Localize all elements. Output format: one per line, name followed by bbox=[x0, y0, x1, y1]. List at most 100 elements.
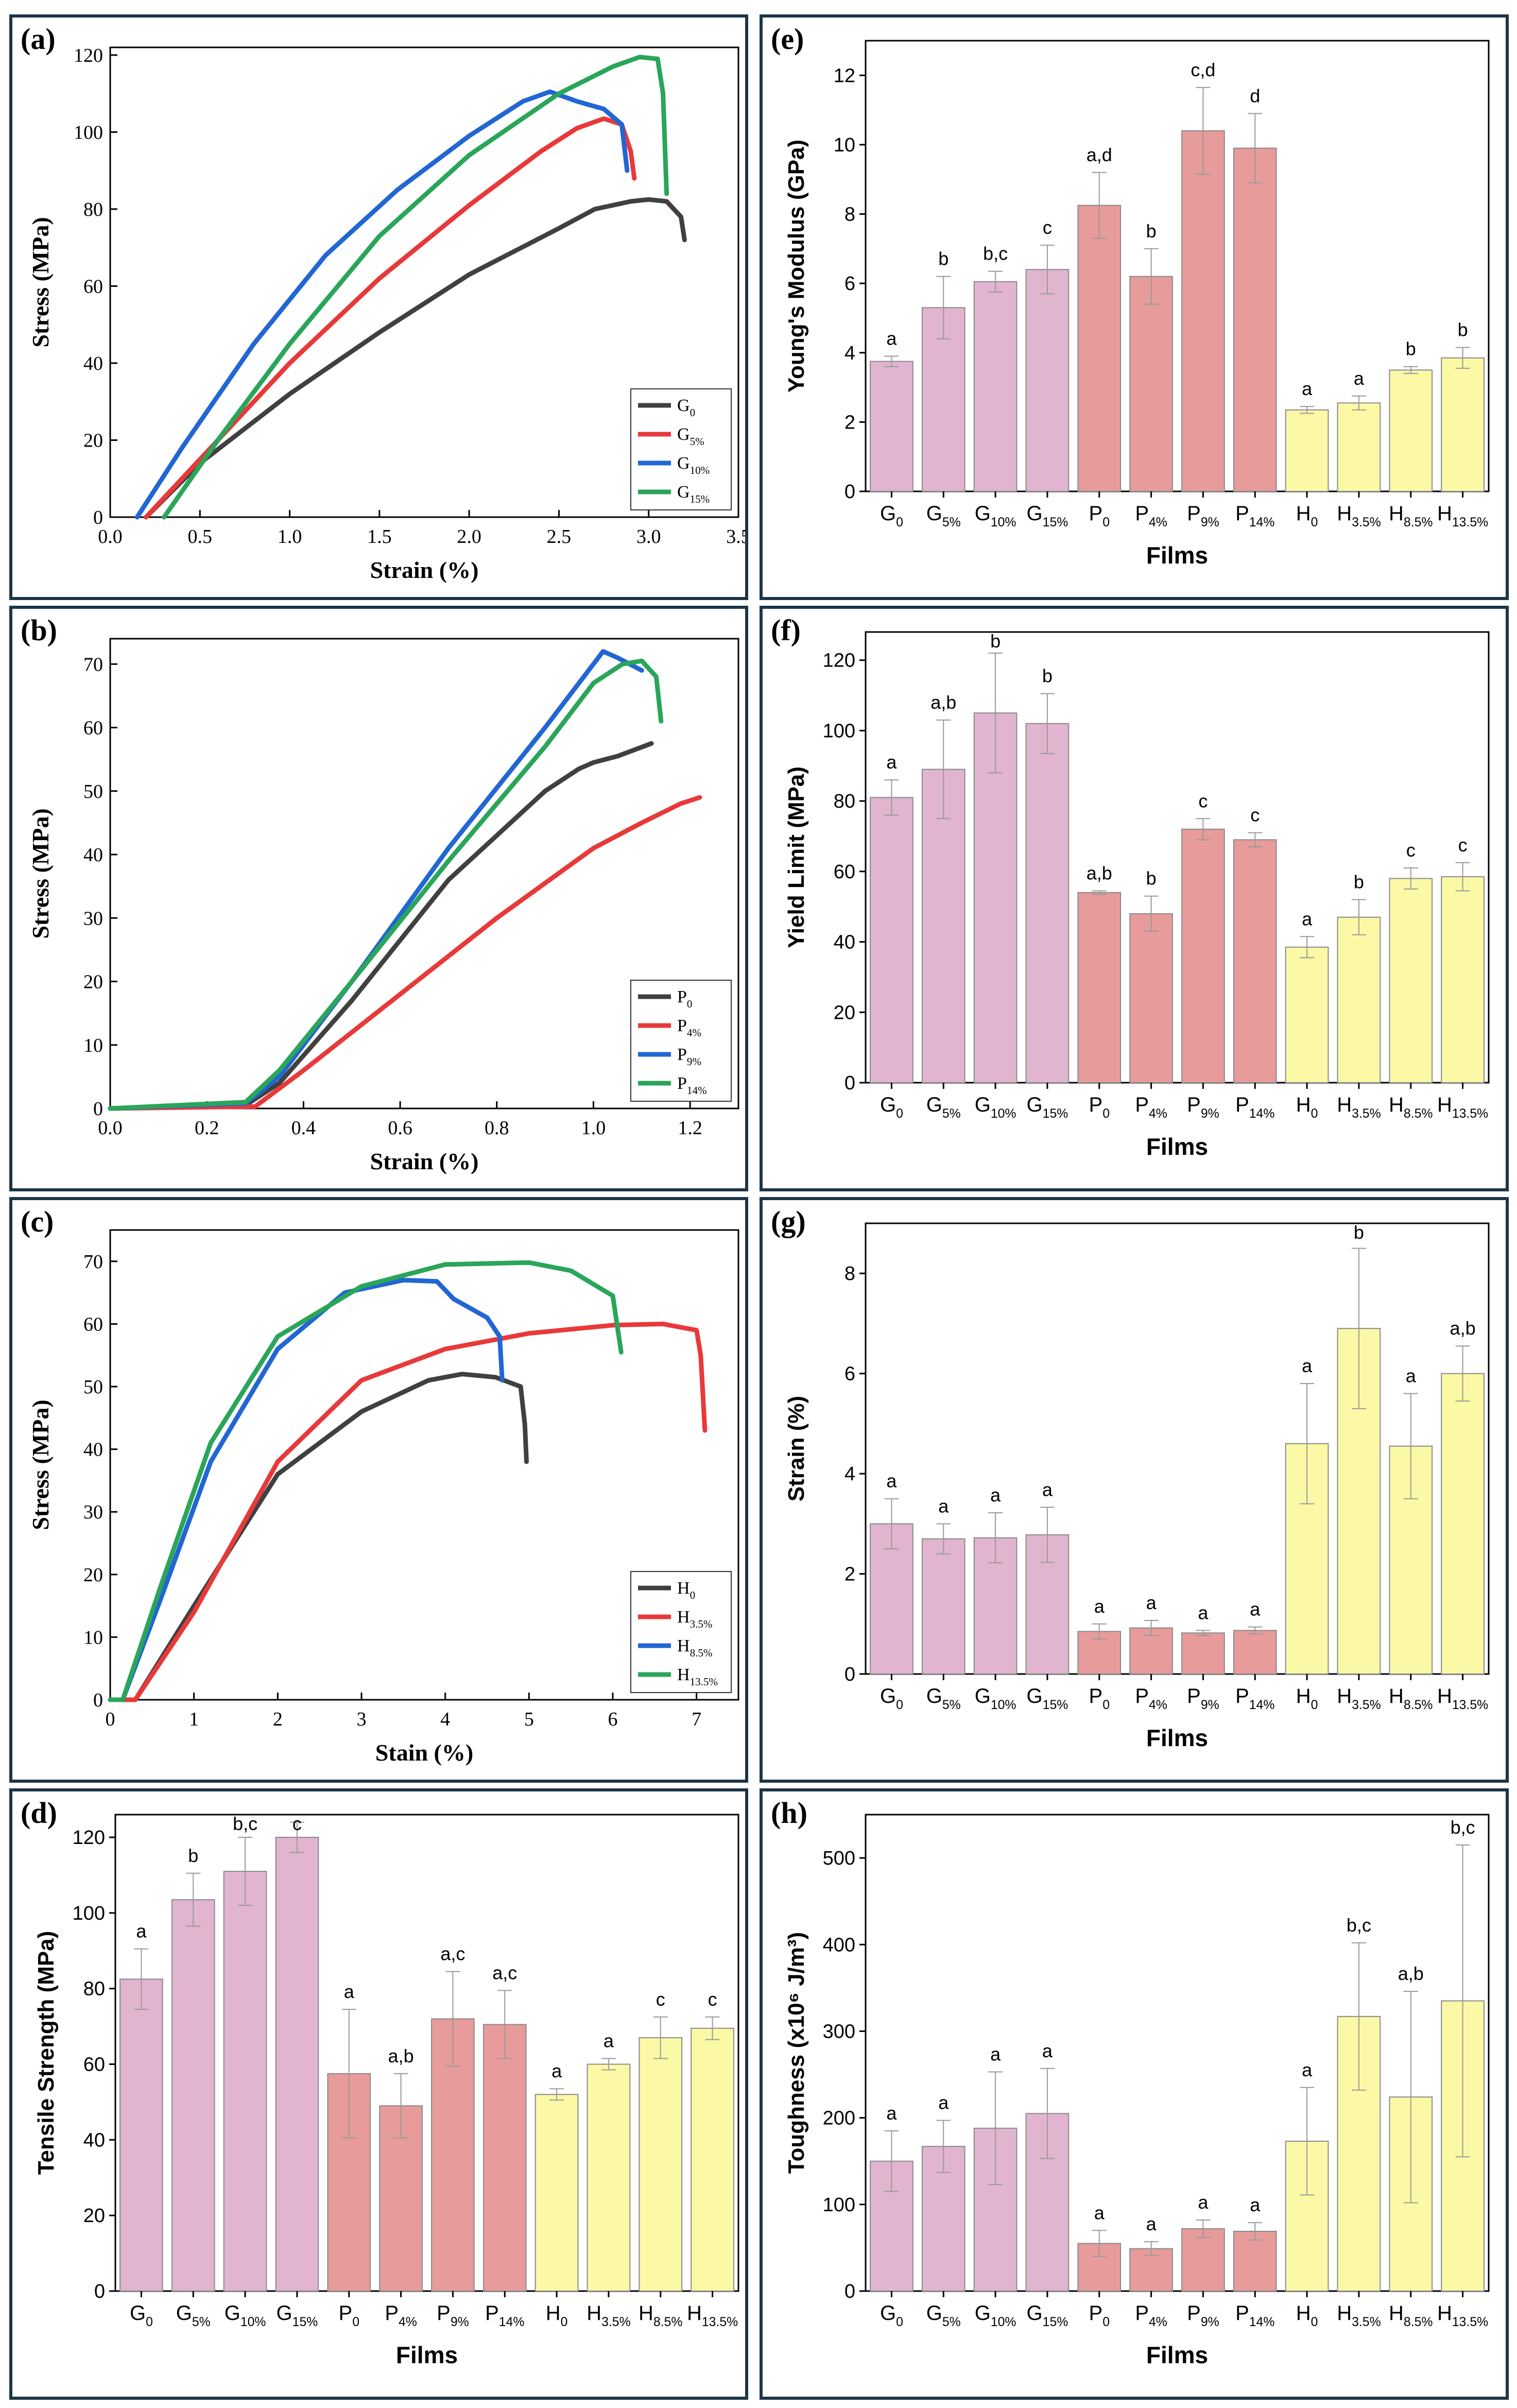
significance-letter: a bbox=[886, 752, 897, 773]
panel-label: (b) bbox=[21, 613, 57, 647]
significance-letter: c bbox=[1250, 805, 1260, 826]
y-tick-label: 500 bbox=[823, 1848, 855, 1869]
bar-h-8 bbox=[1285, 946, 1329, 1083]
x-tick-label: 1 bbox=[189, 1709, 199, 1730]
x-tick-label: 0 bbox=[106, 1709, 115, 1730]
x-tick-label: 0.2 bbox=[195, 1117, 219, 1139]
y-axis-label: Young's Modulus (GPa) bbox=[784, 140, 809, 392]
significance-letter: b bbox=[1458, 319, 1468, 340]
category-label: G0 bbox=[880, 1094, 903, 1121]
category-label: G10% bbox=[225, 2302, 266, 2329]
x-tick-label: 0.5 bbox=[188, 526, 213, 548]
significance-letter: a bbox=[1198, 2192, 1209, 2213]
category-label: H13.5% bbox=[1437, 1685, 1488, 1712]
category-label: H13.5% bbox=[1437, 502, 1488, 530]
y-axis-label: Strain (%) bbox=[784, 1396, 809, 1501]
x-tick-label: 1.0 bbox=[581, 1117, 606, 1139]
bar-p-6 bbox=[1181, 1632, 1225, 1675]
significance-letter: a bbox=[1250, 1599, 1261, 1620]
y-tick-label: 80 bbox=[83, 199, 103, 220]
category-label: G10% bbox=[975, 1094, 1016, 1121]
y-axis-label: Stress (MPa) bbox=[27, 1399, 54, 1530]
panel-label: (e) bbox=[771, 22, 804, 56]
category-label: H0 bbox=[1296, 502, 1318, 530]
significance-letter: a bbox=[1302, 908, 1313, 929]
significance-letter: a bbox=[1094, 1596, 1105, 1617]
panel-label: (h) bbox=[771, 1796, 807, 1830]
significance-letter: a bbox=[886, 328, 897, 349]
bar-p-7 bbox=[1233, 839, 1277, 1083]
panel-d: (d) 0 20 40 60 80 100 120 a G0 b G5% b,c G10% c G15% a P… bbox=[9, 1788, 748, 2400]
category-label: H3.5% bbox=[1337, 1094, 1381, 1121]
category-label: H0 bbox=[1296, 2302, 1318, 2329]
y-axis-label: Stress (MPa) bbox=[27, 217, 54, 347]
series-line-p-2 bbox=[108, 649, 644, 1111]
category-label: H13.5% bbox=[687, 2302, 738, 2329]
panel-c: (c) 0 1 2 3 4 5 6 7 0 10 20 30 40 50 60 70 Stain (%) Stre… bbox=[9, 1197, 748, 1783]
bar-h-10 bbox=[639, 2037, 683, 2292]
significance-letter: c bbox=[1458, 834, 1468, 856]
bar-g-0 bbox=[119, 1978, 163, 2292]
significance-letter: c,d bbox=[1191, 59, 1215, 80]
category-label: G5% bbox=[176, 2302, 211, 2329]
significance-letter: b,c bbox=[1451, 1817, 1475, 1838]
y-tick-label: 100 bbox=[823, 720, 855, 742]
significance-letter: a,b bbox=[1450, 1318, 1476, 1339]
yield-limit-chart: 0 20 40 60 80 100 120 a G0 a,b G5% b G10% b G15% a,b P0 b… bbox=[784, 630, 1490, 1160]
category-label: G5% bbox=[926, 502, 961, 530]
bar-g-1 bbox=[921, 1538, 966, 1675]
y-tick-label: 120 bbox=[73, 1827, 105, 1849]
significance-letter: a bbox=[604, 2030, 614, 2052]
significance-letter: d bbox=[1250, 85, 1260, 106]
x-tick-label: 1.2 bbox=[678, 1117, 702, 1139]
bar-h-8 bbox=[1285, 409, 1329, 492]
bar-g-2 bbox=[973, 712, 1018, 1083]
y-tick-label: 70 bbox=[83, 654, 103, 675]
x-axis-label: Stain (%) bbox=[375, 1739, 473, 1766]
plot-frame bbox=[109, 638, 739, 1109]
y-tick-label: 40 bbox=[83, 1439, 103, 1461]
bar-p-6 bbox=[1181, 2228, 1225, 2292]
category-label: P14% bbox=[1235, 1094, 1274, 1121]
y-tick-label: 20 bbox=[83, 1564, 103, 1586]
series-line-h-1 bbox=[108, 1321, 708, 1702]
y-tick-label: 10 bbox=[83, 1627, 103, 1648]
significance-letter: a bbox=[886, 1471, 897, 1492]
y-tick-label: 40 bbox=[834, 932, 855, 953]
bar-g-0 bbox=[870, 797, 913, 1083]
significance-letter: c bbox=[292, 1813, 302, 1834]
y-tick-label: 4 bbox=[844, 343, 855, 364]
significance-letter: a bbox=[551, 2060, 562, 2081]
category-label: H0 bbox=[1296, 1094, 1318, 1121]
y-tick-label: 60 bbox=[83, 2054, 105, 2076]
category-label: P0 bbox=[1089, 2302, 1110, 2329]
panel-a: (a) 0.0 0.5 1.0 1.5 2.0 2.5 3.0 3.5 0 20 40 60 80 100… bbox=[9, 14, 748, 600]
series-line-h-2 bbox=[108, 1277, 505, 1702]
series-line-g-3 bbox=[162, 55, 669, 520]
x-tick-label: 1.5 bbox=[367, 526, 392, 548]
panel-g: (g) 0 2 4 6 8 a G0 a G5% a G10% a G15% a P0 a P4% a P9% a P1… bbox=[760, 1197, 1509, 1783]
category-label: P9% bbox=[1187, 502, 1219, 530]
category-label: P0 bbox=[339, 2302, 359, 2329]
significance-letter: a bbox=[1042, 2040, 1053, 2061]
bar-p-6 bbox=[1181, 130, 1225, 492]
legend-entry: G10% bbox=[677, 454, 710, 476]
category-label: P14% bbox=[1235, 2302, 1274, 2329]
category-label: G15% bbox=[1027, 1094, 1068, 1121]
y-tick-label: 80 bbox=[83, 1978, 105, 2000]
y-axis-label: Tensile Strength (MPa) bbox=[33, 1931, 59, 2175]
x-axis-label: Strain (%) bbox=[370, 1148, 479, 1174]
x-axis-label: Strain (%) bbox=[370, 557, 479, 583]
panel-label: (f) bbox=[771, 613, 801, 647]
category-label: G10% bbox=[975, 2302, 1016, 2329]
y-tick-label: 50 bbox=[83, 781, 103, 802]
y-axis-label: Stress (MPa) bbox=[27, 808, 54, 938]
y-tick-label: 12 bbox=[834, 65, 855, 87]
series-line-h-0 bbox=[108, 1372, 529, 1702]
category-label: G10% bbox=[975, 502, 1016, 530]
bar-h-11 bbox=[1441, 1373, 1485, 1675]
category-label: H13.5% bbox=[1437, 2302, 1488, 2329]
y-tick-label: 40 bbox=[83, 353, 103, 374]
category-label: P9% bbox=[1187, 2302, 1219, 2329]
